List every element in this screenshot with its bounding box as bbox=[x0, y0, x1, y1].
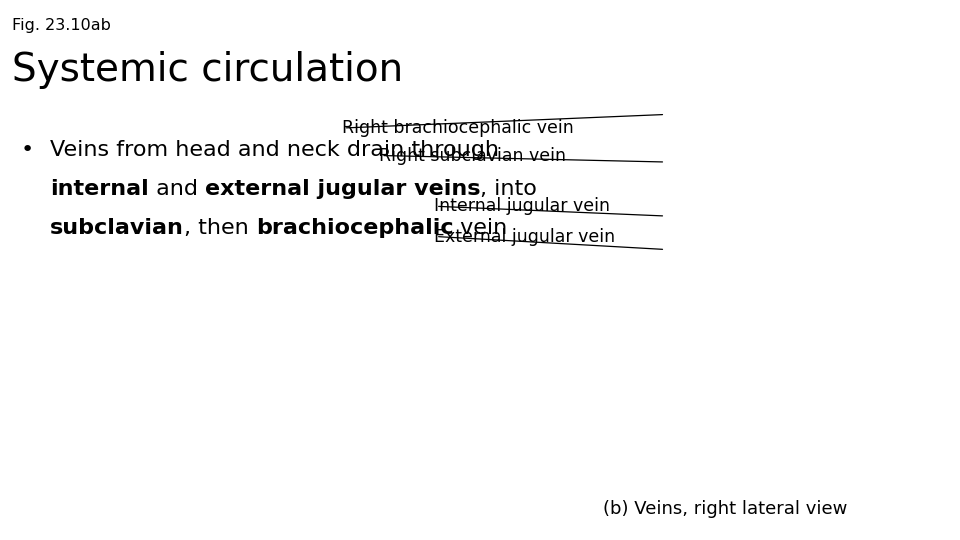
Text: external jugular veins: external jugular veins bbox=[204, 179, 480, 199]
Text: Fig. 23.10ab: Fig. 23.10ab bbox=[12, 18, 111, 33]
Text: Internal jugular vein: Internal jugular vein bbox=[434, 197, 610, 215]
Text: •: • bbox=[21, 140, 35, 160]
Text: and: and bbox=[149, 179, 204, 199]
Text: vein: vein bbox=[453, 218, 508, 238]
Text: (b) Veins, right lateral view: (b) Veins, right lateral view bbox=[603, 501, 847, 518]
Text: Right subclavian vein: Right subclavian vein bbox=[379, 146, 566, 165]
Text: subclavian: subclavian bbox=[50, 218, 183, 238]
Text: Right brachiocephalic vein: Right brachiocephalic vein bbox=[342, 119, 573, 137]
Text: Systemic circulation: Systemic circulation bbox=[12, 51, 403, 89]
Text: brachiocephalic: brachiocephalic bbox=[255, 218, 453, 238]
Text: Veins from head and neck drain through: Veins from head and neck drain through bbox=[50, 140, 499, 160]
Text: External jugular vein: External jugular vein bbox=[434, 227, 615, 246]
Text: , then: , then bbox=[183, 218, 255, 238]
Text: internal: internal bbox=[50, 179, 149, 199]
Text: , into: , into bbox=[480, 179, 538, 199]
